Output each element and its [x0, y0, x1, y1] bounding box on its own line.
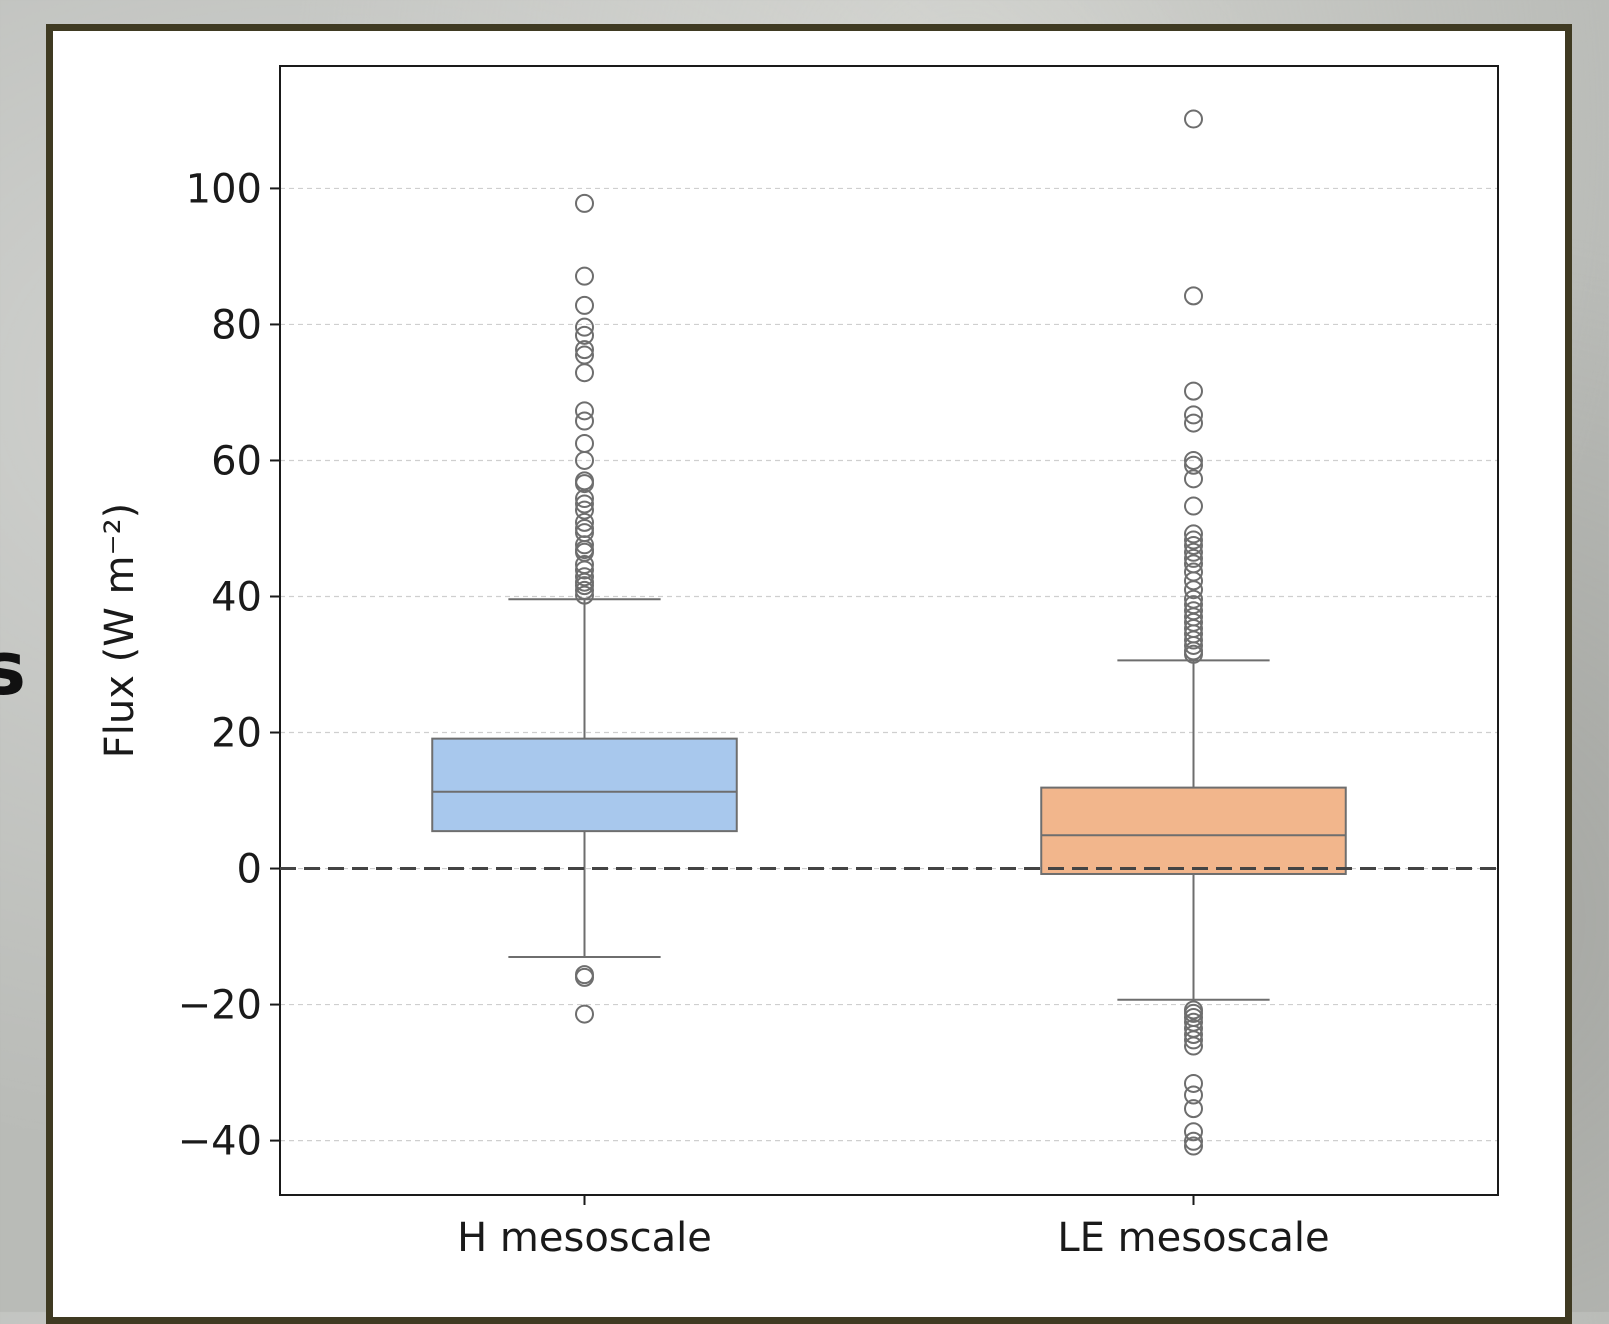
outlier-point [1184, 530, 1203, 550]
outlier-point [1184, 413, 1203, 433]
outlier-point [575, 580, 594, 600]
outlier-point [1184, 1036, 1203, 1056]
plot-frame [279, 65, 1499, 1196]
outlier-point [575, 500, 594, 520]
y-tick-label: 60 [211, 438, 262, 484]
y-axis-label: Flux (W m⁻²) [97, 503, 143, 758]
outlier-point [575, 560, 594, 580]
boxplot-chart: −40 −20 0 20 40 60 80 100 H mesoscale LE mesosca… [97, 65, 1499, 1261]
outlier-point [575, 295, 594, 315]
outlier-point [1184, 450, 1203, 470]
outlier-point [575, 317, 594, 337]
outlier-point [1184, 542, 1203, 562]
x-axis-ticks: H mesoscale LE mesoscale [457, 1195, 1330, 1261]
y-tick-label: 80 [211, 302, 262, 348]
iqr-box [431, 737, 738, 833]
chart-card: −40 −20 0 20 40 60 80 100 H mesoscale LE mesosca… [46, 24, 1572, 1324]
outlier-point [1184, 1024, 1203, 1044]
outlier-point [1184, 496, 1203, 516]
outlier-point [575, 967, 594, 987]
x-tick-label: LE mesoscale [1057, 1215, 1329, 1261]
outlier-point [1184, 455, 1203, 475]
outlier-point [1184, 1030, 1203, 1050]
outlier-point [575, 363, 594, 383]
outlier-point [575, 340, 594, 360]
outlier-point [1184, 1122, 1203, 1142]
outlier-point [575, 401, 594, 421]
outlier-point [1184, 1136, 1203, 1156]
background-text-fragment: s [0, 626, 27, 712]
outlier-point [575, 266, 594, 286]
outlier-point [575, 512, 594, 532]
outlier-point [1184, 548, 1203, 568]
outlier-point [1184, 469, 1203, 489]
y-tick-label: 20 [211, 711, 262, 757]
boxes [431, 109, 1347, 1156]
y-tick-label: 100 [186, 166, 262, 212]
outlier-point [1184, 1131, 1203, 1151]
outlier-point [575, 325, 594, 345]
outlier-point [1184, 571, 1203, 591]
outlier-point [575, 450, 594, 470]
outlier-point [575, 535, 594, 555]
outlier-point [1184, 109, 1203, 129]
y-tick-label: −40 [178, 1119, 262, 1165]
outlier-point [1184, 1085, 1203, 1105]
outlier-point [1184, 286, 1203, 306]
outlier-point [575, 585, 594, 605]
outlier-point [575, 576, 594, 596]
outlier-point [1184, 644, 1203, 664]
y-tick-label: 0 [237, 847, 262, 893]
outlier-point [575, 433, 594, 453]
box-h-mesoscale [431, 193, 738, 1024]
iqr-box [1040, 786, 1347, 875]
outlier-point [1184, 1073, 1203, 1093]
outlier-point [1184, 524, 1203, 544]
outlier-point [1184, 635, 1203, 655]
outlier-point [575, 474, 594, 494]
outlier-point [1184, 405, 1203, 425]
outlier-point [1184, 1099, 1203, 1119]
outlier-point [1184, 381, 1203, 401]
box-le-mesoscale [1040, 109, 1347, 1156]
outlier-point [575, 494, 594, 514]
x-tick-label: H mesoscale [457, 1215, 712, 1261]
outlier-point [575, 193, 594, 213]
outlier-point [1184, 535, 1203, 555]
outlier-point [575, 567, 594, 587]
outlier-point [575, 489, 594, 509]
outlier-point [1184, 580, 1203, 600]
outlier-point [575, 411, 594, 431]
gridlines [280, 187, 1498, 1142]
y-axis-ticks: −40 −20 0 20 40 60 80 100 [178, 166, 280, 1165]
outlier-point [575, 1004, 594, 1024]
y-tick-label: 40 [211, 574, 262, 620]
outlier-point [1184, 630, 1203, 650]
y-tick-label: −20 [178, 983, 262, 1029]
